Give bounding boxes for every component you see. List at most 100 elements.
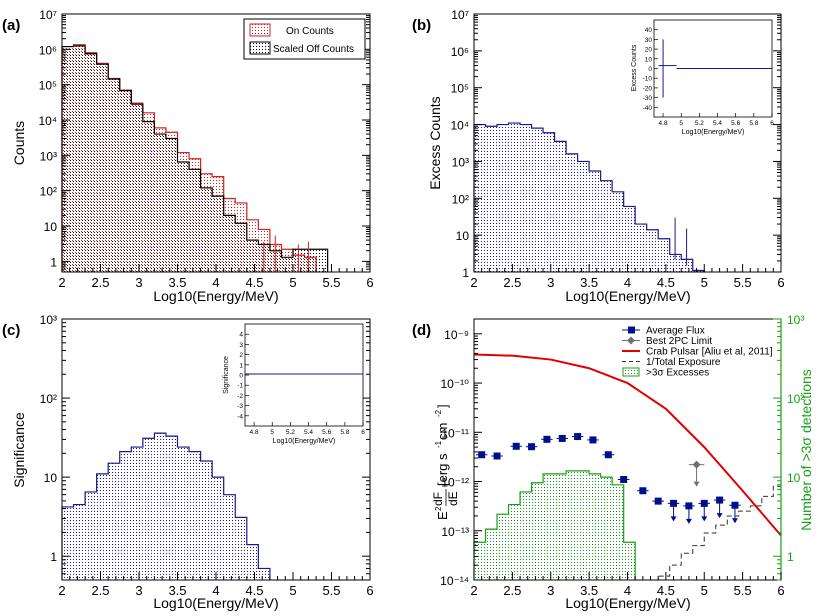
avg-flux-point <box>528 443 536 451</box>
y-tick-label: 10³ <box>40 149 57 163</box>
off-counts-bar <box>223 215 236 272</box>
significance-bar <box>154 433 166 580</box>
y-tick-label: 10⁴ <box>450 119 469 133</box>
avg-flux-point <box>493 452 501 460</box>
y-label-unit-a: [erg s <box>435 453 450 486</box>
inset-x-tick-label: 5 <box>679 120 683 127</box>
y-tick-label: 10⁻¹³ <box>441 525 469 539</box>
y-tick-label: 10⁷ <box>451 8 469 22</box>
x-tick-label: 4.5 <box>657 275 675 290</box>
significance-bar <box>177 447 190 580</box>
off-counts-bar <box>119 90 132 272</box>
x-tick-label: 2.5 <box>91 583 109 598</box>
off-counts-bar <box>316 249 328 272</box>
upper-limit-arrowhead <box>701 516 708 522</box>
y-label-unit-b: cm <box>435 423 450 440</box>
excess-bar <box>531 128 544 272</box>
exposure-line <box>646 485 781 581</box>
x-tick-label: 6 <box>366 583 373 598</box>
detections-bar <box>531 482 544 580</box>
excess-bar <box>589 170 601 272</box>
detections-bar <box>543 473 555 580</box>
legend-label: Crab Pulsar [Aliu et al, 2011] <box>646 347 773 358</box>
pc-limit-arrowhead <box>693 481 700 487</box>
inset-y-tick-label: 30 <box>645 37 653 44</box>
inset-x-tick-label: 5.8 <box>340 429 349 436</box>
inset: -4 -3 -2 -1 0 1 2 3 4 4.8 5 5.2 5.4 5.6 5.8 6 Significan… <box>223 323 365 445</box>
excess-bar <box>658 238 670 272</box>
panel-label: (b) <box>412 17 431 34</box>
upper-limit-arrowhead <box>716 513 723 519</box>
detections-bar <box>600 477 613 580</box>
excess-bar <box>577 161 590 272</box>
crab-curve <box>473 353 782 537</box>
avg-flux-point <box>574 433 582 441</box>
excess-bar <box>681 259 693 272</box>
detections-outline <box>473 470 636 580</box>
inset-x-tick-label: 4.8 <box>250 429 259 436</box>
inset-y-tick-label: 4 <box>239 332 243 339</box>
inset-x-tick-label: 5 <box>270 429 274 436</box>
excess-bar <box>646 229 659 272</box>
significance-bar <box>85 491 97 580</box>
detections-bar <box>497 514 509 580</box>
avg-flux-point <box>543 435 551 443</box>
upper-limit-point <box>716 496 724 504</box>
panel-2: 2 2.5 3 3.5 4 4.5 5 5.5 611010²10³(c)Significanc… <box>2 313 374 611</box>
off-counts-bar <box>200 187 213 272</box>
y-tick-label: 10⁷ <box>39 8 57 22</box>
x-tick-label: 3.5 <box>580 583 598 598</box>
right-axis-ticks <box>773 318 781 581</box>
x-tick-label: 5 <box>701 275 708 290</box>
detections-bar <box>485 529 498 580</box>
detections-bar <box>566 470 578 580</box>
excess-outline <box>473 122 705 272</box>
x-axis-label: Log10(Energy/MeV) <box>153 595 278 611</box>
legend-label-on: On Counts <box>286 26 334 37</box>
y-tick-label: 1 <box>50 255 57 269</box>
significance-bar <box>212 477 224 580</box>
x-tick-label: 2 <box>58 583 65 598</box>
x-tick-label: 3 <box>547 583 554 598</box>
avg-flux-point <box>478 451 486 459</box>
y-tick-label: 10² <box>40 392 57 406</box>
y-tick-label: 10² <box>40 185 57 199</box>
off-counts-bar <box>281 257 293 272</box>
legend-marker <box>622 367 640 377</box>
inset-x-tick-label: 6 <box>770 120 774 127</box>
x-tick-label: 4 <box>212 583 219 598</box>
x-tick-label: 3 <box>135 583 142 598</box>
panel-0: 2 2.5 3 3.5 4 4.5 5 5.5 6 1 10 10² 10³ 10⁴ 10⁵ 10⁶ 10⁷ (a… <box>2 8 374 304</box>
significance-bar <box>189 451 201 580</box>
panel-label: (a) <box>2 17 20 34</box>
y-tick-label: 1 <box>787 550 794 564</box>
inset-x-tick-label: 5.6 <box>731 120 740 127</box>
inset-y-label: Significance <box>223 356 230 394</box>
inset-x-tick-label: 5.4 <box>713 120 722 127</box>
legend-label: >3σ Excesses <box>646 368 709 379</box>
inset-x-tick-label: 4.8 <box>659 120 668 127</box>
y-tick-label: 10² <box>452 192 469 206</box>
avg-flux-point <box>654 497 662 505</box>
panel-1: 2 2.5 3 3.5 4 4.5 5 5.5 6 1 10 10² 10³ 10⁴ 10⁵ 10⁶ 10⁷ (b… <box>412 8 785 304</box>
y-label-e: E <box>435 511 450 520</box>
inset-y-tick-label: 3 <box>239 342 243 349</box>
excess-bar <box>600 180 613 272</box>
off-counts-bar <box>304 249 317 272</box>
avg-flux-point <box>558 434 566 442</box>
x-tick-label: 5 <box>701 583 708 598</box>
significance-bar <box>235 517 247 580</box>
x-tick-label: 2.5 <box>503 275 521 290</box>
inset-y-label: Excess Counts <box>631 44 638 91</box>
panel-3: 2 2.5 3 3.5 4 4.5 5 5.5 6 10⁻¹⁴ 10⁻¹³ 10⁻¹² 10⁻¹¹ 10⁻… <box>412 313 814 611</box>
significance-bar <box>108 463 120 580</box>
significance-bar <box>165 436 178 580</box>
x-tick-label: 5.5 <box>734 275 752 290</box>
inset-y-tick-label: -1 <box>237 383 243 390</box>
significance-bar <box>119 451 132 580</box>
inset-x-label: Log10(Energy/MeV) <box>682 129 745 136</box>
y-tick-label: 10⁴ <box>38 114 57 128</box>
significance-outline <box>61 432 271 580</box>
